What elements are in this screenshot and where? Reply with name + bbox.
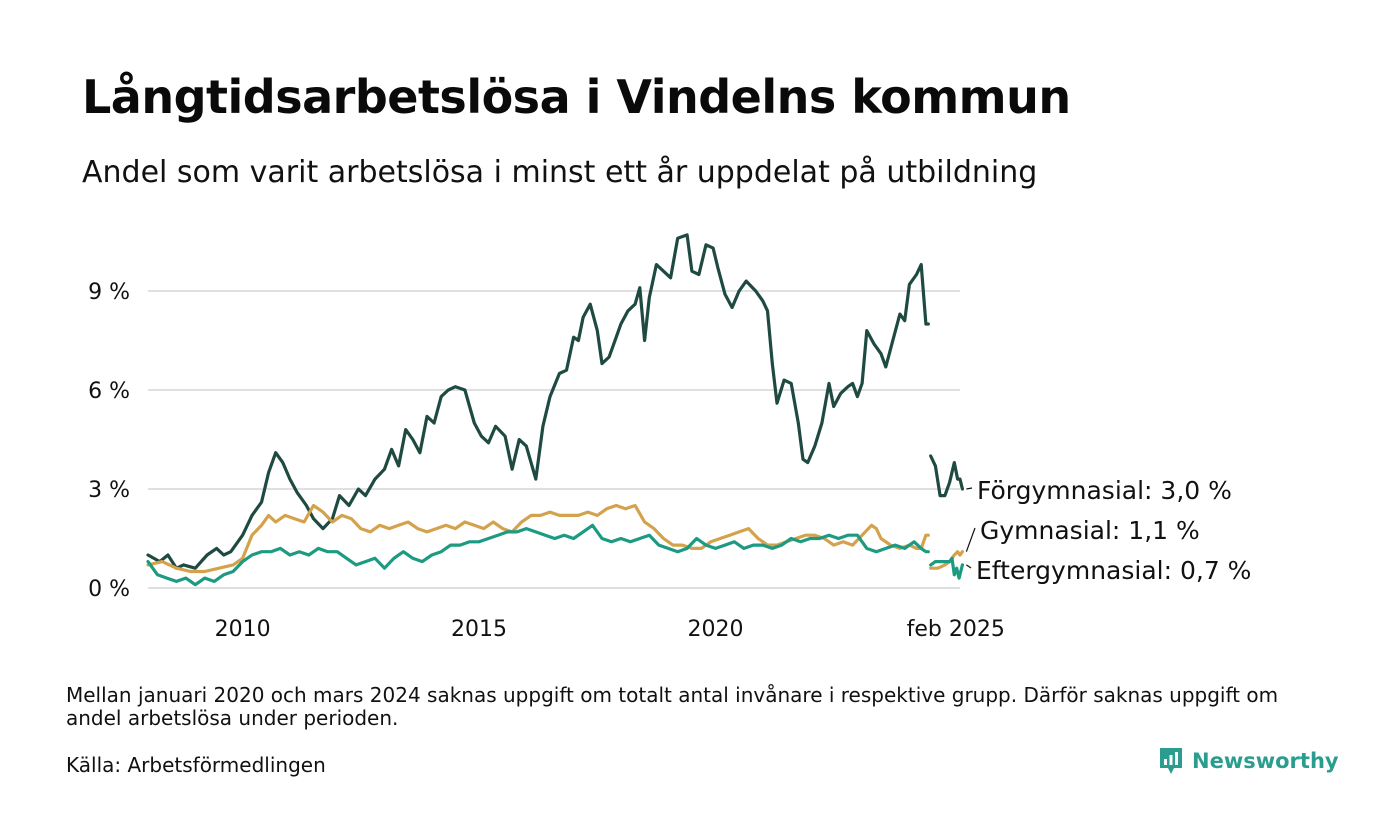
x-tick-label: 2020: [688, 617, 744, 642]
chart-title: Långtidsarbetslösa i Vindelns kommun: [82, 70, 1071, 124]
end-label-connector: [965, 527, 976, 552]
series-line-eftergymnasial-1: [929, 556, 964, 580]
chart-bubble-icon: [1160, 748, 1182, 774]
x-tick-label: 2015: [451, 617, 507, 642]
x-tick-label: feb 2025: [907, 617, 1005, 642]
series-end-labels: Förgymnasial: 3,0 % Gymnasial: 1,1 % Efter…: [965, 476, 1251, 585]
chart-subtitle: Andel som varit arbetslösa i minst ett å…: [82, 155, 1038, 190]
series-line-forgymnasial-1: [929, 454, 964, 498]
series-line-gymnasial-0: [146, 503, 930, 574]
y-axis-ticks: 0 % 3 % 6 % 9 %: [88, 280, 130, 602]
y-tick-label: 3 %: [88, 478, 130, 503]
end-label-connector: [966, 564, 972, 569]
source-credit: Källa: Arbetsförmedlingen: [66, 753, 326, 777]
newsworthy-logo: Newsworthy: [1158, 746, 1339, 776]
y-tick-label: 9 %: [88, 280, 130, 305]
y-tick-label: 0 %: [88, 577, 130, 602]
line-chart: 0 % 3 % 6 % 9 % 2010 2015 2020 feb 2025 Förgym…: [88, 233, 1251, 642]
end-label-gymnasial: Gymnasial: 1,1 %: [980, 516, 1200, 545]
series-line-eftergymnasial-0: [146, 523, 930, 587]
x-tick-label: 2010: [215, 617, 271, 642]
brand-name: Newsworthy: [1192, 749, 1339, 773]
y-tick-label: 6 %: [88, 379, 130, 404]
series-line-forgymnasial-0: [146, 233, 930, 570]
end-label-eftergymnasial: Eftergymnasial: 0,7 %: [976, 556, 1251, 585]
footnote: Mellan januari 2020 och mars 2024 saknas…: [66, 683, 1279, 730]
end-label-connector: [966, 487, 973, 490]
series-line-gymnasial-1: [929, 550, 964, 570]
end-label-forgymnasial: Förgymnasial: 3,0 %: [977, 476, 1232, 505]
x-axis-ticks: 2010 2015 2020 feb 2025: [215, 617, 1005, 642]
series-lines: [146, 233, 964, 587]
